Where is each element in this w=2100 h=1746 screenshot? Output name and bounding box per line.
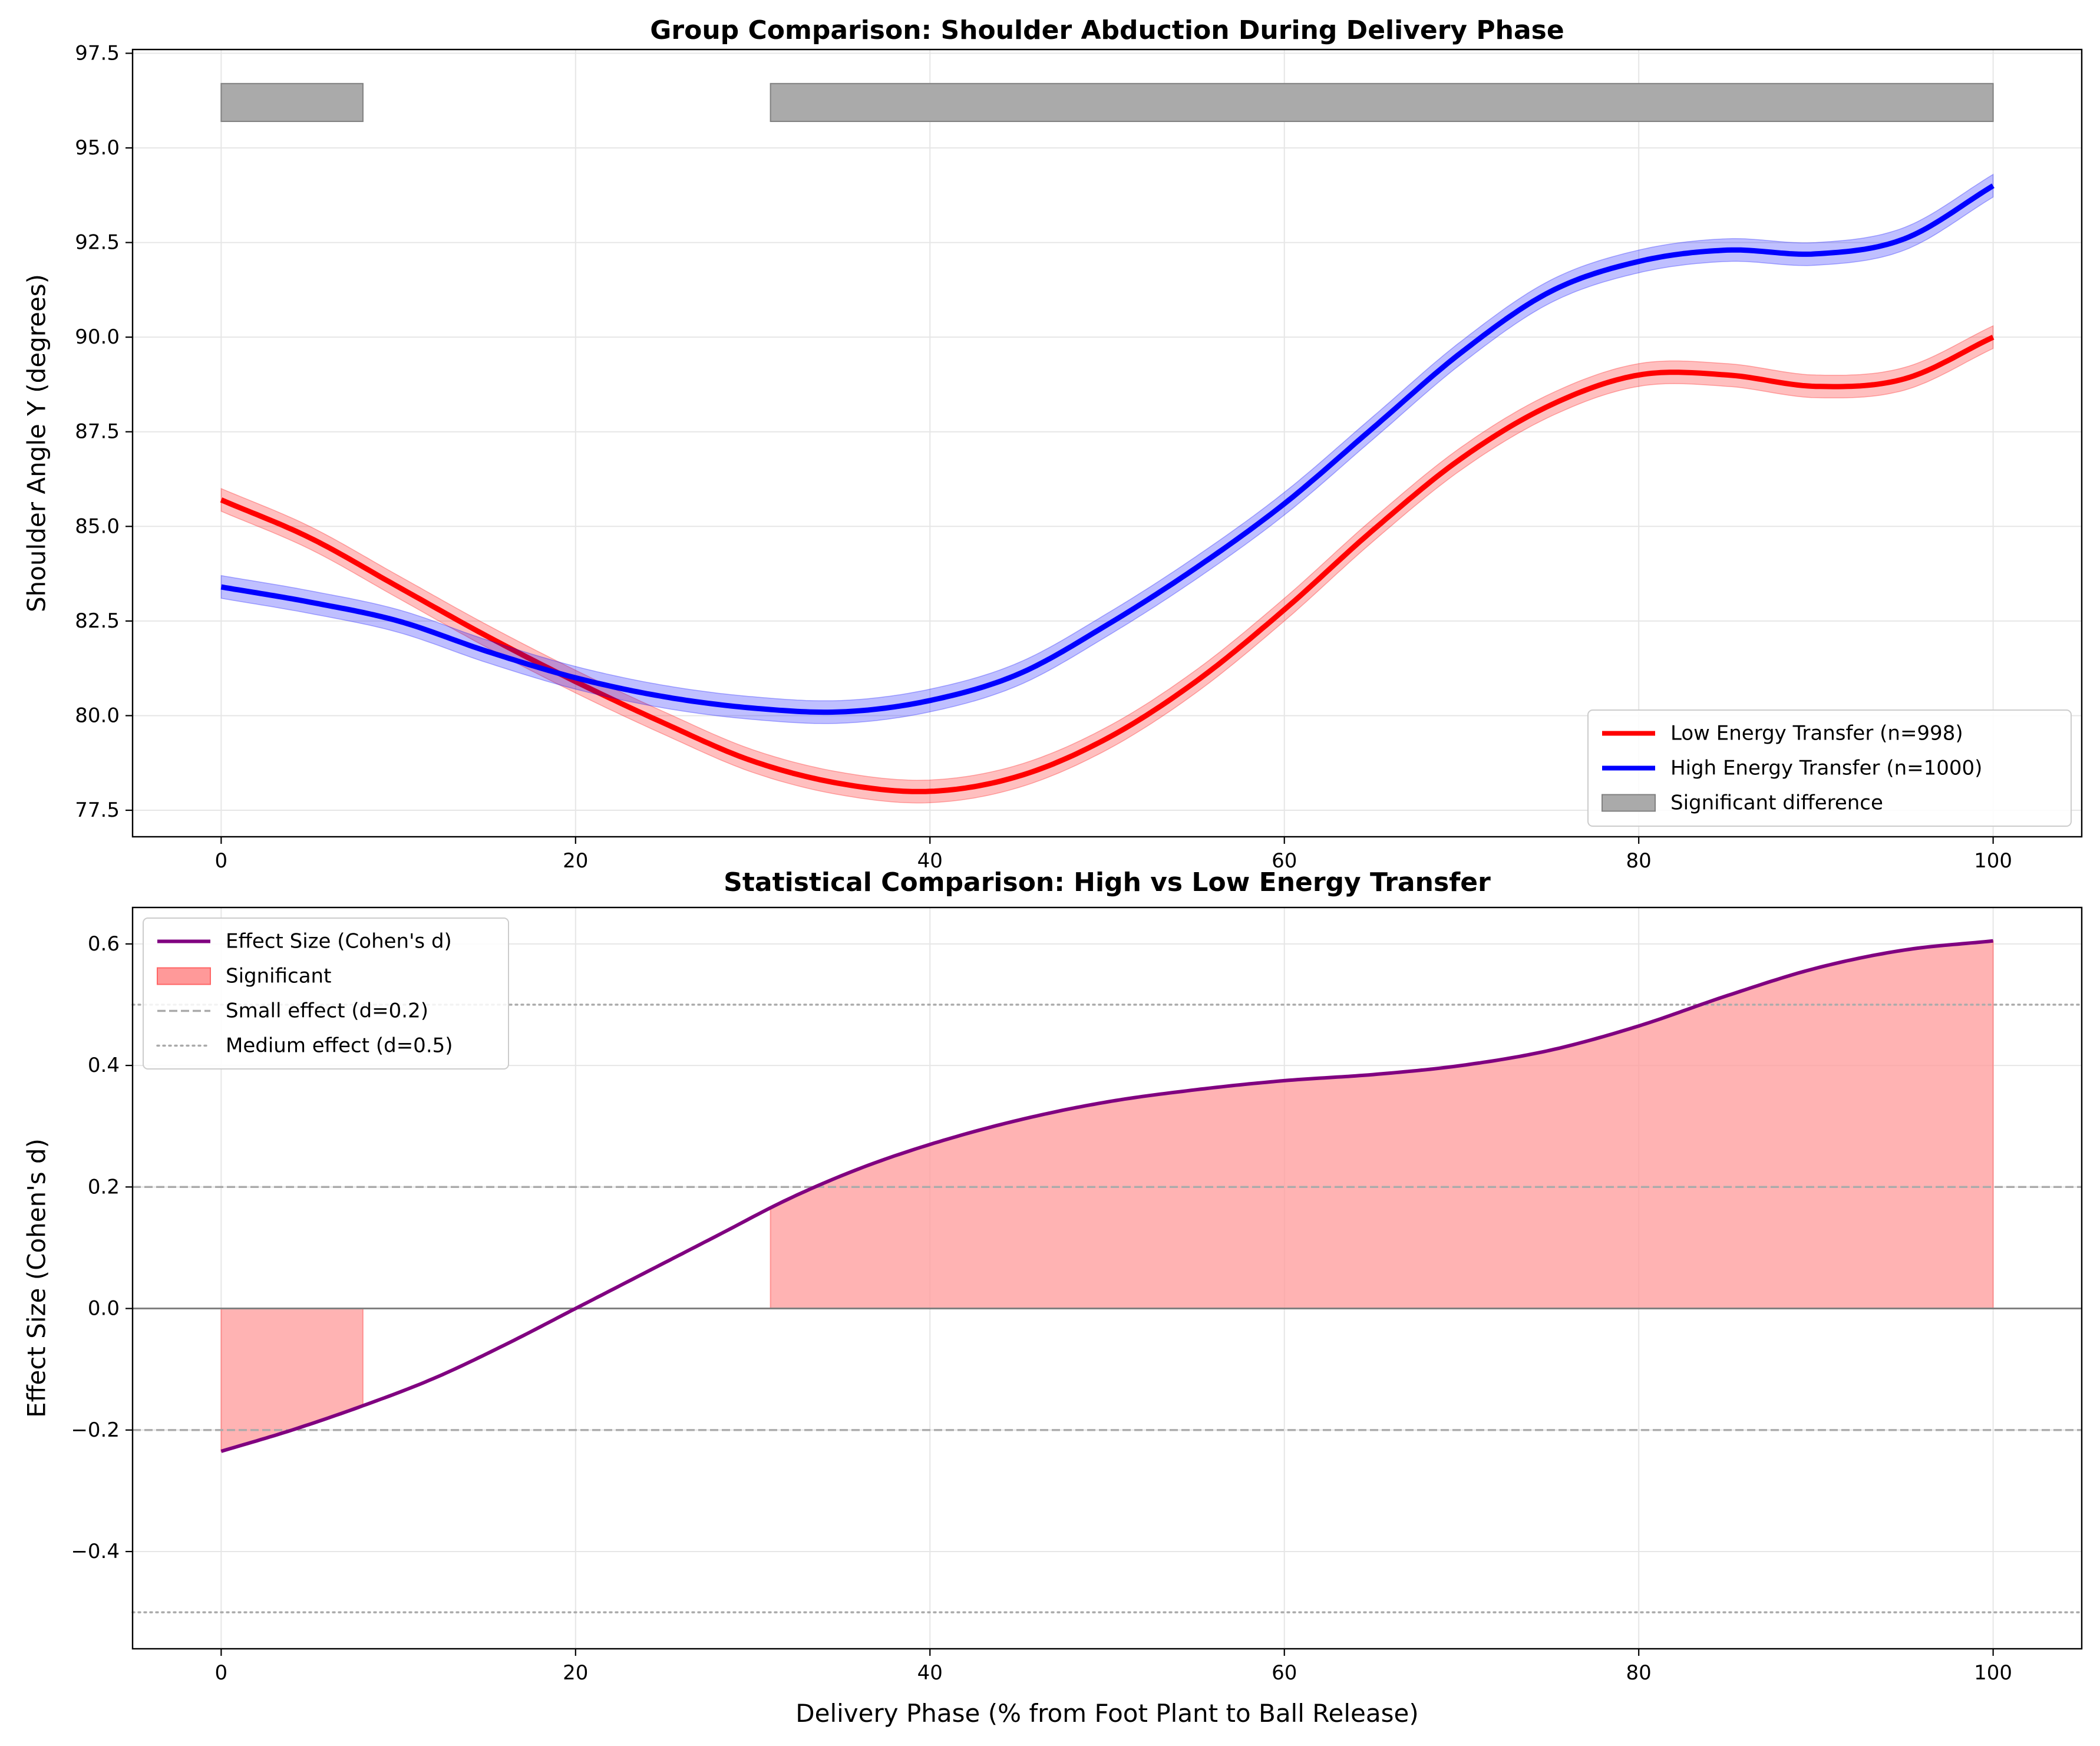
top-chart-grid — [133, 49, 2082, 837]
y-tick-label: −0.2 — [71, 1418, 120, 1442]
y-tick-label: 85.0 — [75, 514, 120, 538]
confidence-band-1 — [220, 173, 1994, 724]
x-tick-label: 40 — [917, 849, 943, 873]
significance-bar — [220, 82, 364, 123]
legend-swatch — [1602, 794, 1656, 812]
significance-bar — [770, 82, 1994, 123]
y-tick-label: 82.5 — [75, 609, 120, 633]
legend-label: Low Energy Transfer (n=998) — [1670, 722, 1963, 745]
x-tick-label: 0 — [215, 1661, 228, 1685]
top-chart-significance-bars — [220, 82, 1994, 123]
x-tick-label: 60 — [1272, 1661, 1297, 1685]
x-tick-label: 20 — [563, 1661, 588, 1685]
bottom-chart-x-axis-label: Delivery Phase (% from Foot Plant to Bal… — [795, 1699, 1418, 1728]
y-tick-label: 0.2 — [88, 1175, 120, 1199]
x-tick-label: 20 — [563, 849, 588, 873]
x-tick-label: 100 — [1974, 849, 2012, 873]
y-tick-label: 90.0 — [75, 325, 120, 349]
bottom-chart-ticks: 0 20 40 60 80 100 −0.4 −0.2 0.0 0.2 0.4 0.6 — [71, 932, 2012, 1685]
x-tick-label: 40 — [917, 1661, 943, 1685]
significant-area — [770, 940, 1994, 1309]
bottom-chart-frame — [131, 906, 2083, 1650]
top-chart-ticks: 0 20 40 60 80 100 77.5 80.0 82.5 85.0 87.5 90.0 92.5… — [75, 41, 2012, 873]
x-tick-label: 60 — [1272, 849, 1297, 873]
y-tick-label: 0.0 — [88, 1297, 120, 1321]
legend-box — [1587, 709, 2072, 827]
y-tick-label: 87.5 — [75, 420, 120, 444]
x-tick-label: 80 — [1626, 1661, 1652, 1685]
confidence-band-0 — [220, 325, 1994, 804]
y-tick-label: 92.5 — [75, 231, 120, 255]
legend-label: Significant difference — [1670, 791, 1883, 815]
legend-label: Small effect (d=0.2) — [226, 999, 428, 1023]
bottom-chart-series — [220, 939, 1993, 1453]
y-tick-label: 80.0 — [75, 704, 120, 727]
series-line-low-energy — [220, 335, 1995, 794]
y-tick-label: −0.4 — [71, 1540, 120, 1563]
y-tick-label: 97.5 — [75, 41, 120, 65]
bottom-chart-significant-fill — [220, 940, 1994, 1453]
top-chart-frame — [131, 48, 2083, 838]
top-chart-title: Group Comparison: Shoulder Abduction Dur… — [650, 15, 1564, 45]
effect-size-line — [220, 939, 1993, 1453]
x-tick-label: 80 — [1626, 849, 1652, 873]
bottom-chart: 0 20 40 60 80 100 −0.4 −0.2 0.0 0.2 0.4 0.6 Statist… — [22, 867, 2083, 1728]
x-tick-label: 100 — [1974, 1661, 2012, 1685]
y-tick-label: 0.4 — [88, 1054, 120, 1077]
bottom-chart-y-axis-label: Effect Size (Cohen's d) — [22, 1138, 51, 1418]
legend-label: Significant — [226, 965, 331, 988]
legend-label: Medium effect (d=0.5) — [226, 1034, 453, 1058]
series-line-high-energy — [220, 183, 1995, 715]
y-tick-label: 0.6 — [88, 932, 120, 956]
legend-label: High Energy Transfer (n=1000) — [1670, 757, 1982, 780]
legend-box — [143, 917, 509, 1070]
legend-label: Effect Size (Cohen's d) — [226, 930, 452, 953]
y-tick-label: 95.0 — [75, 136, 120, 160]
y-tick-label: 77.5 — [75, 798, 120, 822]
legend-swatch — [157, 967, 211, 985]
bottom-chart-legend: Effect Size (Cohen's d) Significant Small … — [143, 917, 509, 1070]
top-chart: 0 20 40 60 80 100 77.5 80.0 82.5 85.0 87.5 90.0 92.5… — [22, 15, 2083, 873]
top-chart-series — [220, 173, 1995, 804]
x-tick-label: 0 — [215, 849, 228, 873]
top-chart-y-axis-label: Shoulder Angle Y (degrees) — [22, 274, 51, 612]
top-chart-legend: Low Energy Transfer (n=998) High Energy T… — [1587, 709, 2072, 827]
bottom-chart-title: Statistical Comparison: High vs Low Ener… — [724, 867, 1491, 897]
